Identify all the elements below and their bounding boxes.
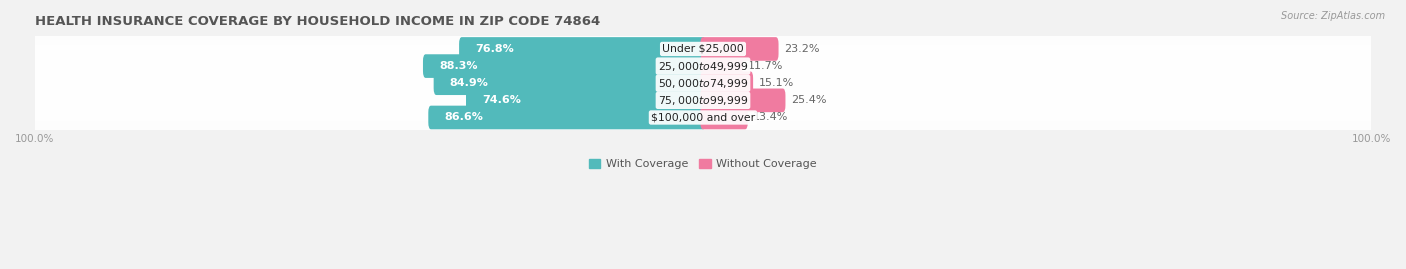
Text: Source: ZipAtlas.com: Source: ZipAtlas.com xyxy=(1281,11,1385,21)
Text: $75,000 to $99,999: $75,000 to $99,999 xyxy=(658,94,748,107)
FancyBboxPatch shape xyxy=(460,37,706,61)
Text: 84.9%: 84.9% xyxy=(450,78,488,88)
Text: 13.4%: 13.4% xyxy=(754,112,789,122)
Text: Under $25,000: Under $25,000 xyxy=(662,44,744,54)
FancyBboxPatch shape xyxy=(700,71,754,95)
FancyBboxPatch shape xyxy=(700,54,742,78)
FancyBboxPatch shape xyxy=(423,54,706,78)
Text: $100,000 and over: $100,000 and over xyxy=(651,112,755,122)
FancyBboxPatch shape xyxy=(30,45,1376,87)
Text: $50,000 to $74,999: $50,000 to $74,999 xyxy=(658,77,748,90)
FancyBboxPatch shape xyxy=(30,79,1376,121)
FancyBboxPatch shape xyxy=(429,106,706,129)
FancyBboxPatch shape xyxy=(30,97,1376,138)
Text: 74.6%: 74.6% xyxy=(482,95,520,105)
Text: 25.4%: 25.4% xyxy=(790,95,827,105)
Text: HEALTH INSURANCE COVERAGE BY HOUSEHOLD INCOME IN ZIP CODE 74864: HEALTH INSURANCE COVERAGE BY HOUSEHOLD I… xyxy=(35,15,600,28)
FancyBboxPatch shape xyxy=(30,28,1376,70)
FancyBboxPatch shape xyxy=(433,71,706,95)
Legend: With Coverage, Without Coverage: With Coverage, Without Coverage xyxy=(585,155,821,174)
Text: 86.6%: 86.6% xyxy=(444,112,484,122)
FancyBboxPatch shape xyxy=(30,62,1376,104)
Text: 23.2%: 23.2% xyxy=(785,44,820,54)
Text: 76.8%: 76.8% xyxy=(475,44,513,54)
Text: 15.1%: 15.1% xyxy=(758,78,794,88)
Text: 11.7%: 11.7% xyxy=(748,61,783,71)
Text: 88.3%: 88.3% xyxy=(439,61,478,71)
FancyBboxPatch shape xyxy=(465,89,706,112)
Text: $25,000 to $49,999: $25,000 to $49,999 xyxy=(658,60,748,73)
FancyBboxPatch shape xyxy=(700,89,786,112)
FancyBboxPatch shape xyxy=(700,106,748,129)
FancyBboxPatch shape xyxy=(700,37,779,61)
